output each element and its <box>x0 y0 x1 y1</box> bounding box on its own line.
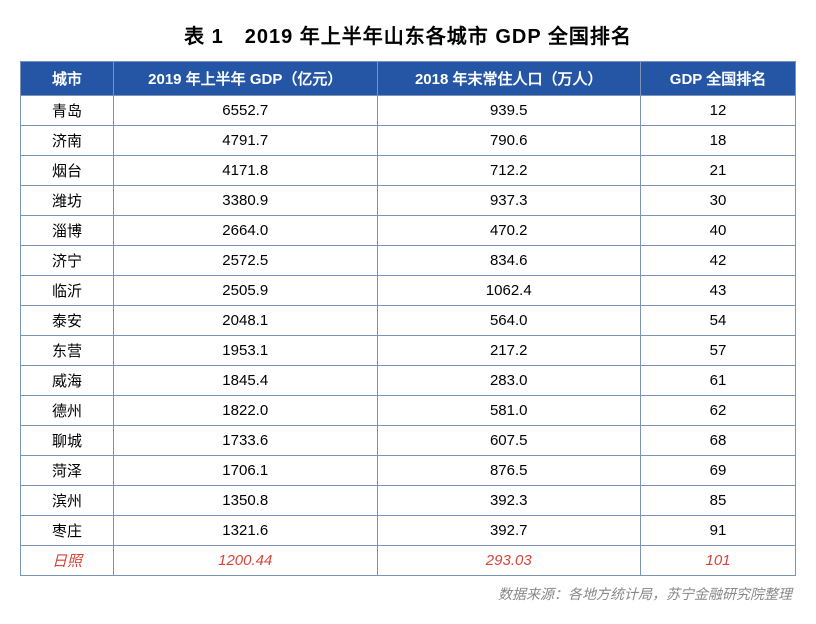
table-body: 青岛6552.7939.512济南4791.7790.618烟台4171.871… <box>21 96 796 576</box>
cell-pop: 607.5 <box>377 426 641 456</box>
cell-gdp: 1706.1 <box>114 456 378 486</box>
cell-city: 青岛 <box>21 96 114 126</box>
table-row: 威海1845.4283.061 <box>21 366 796 396</box>
cell-city: 菏泽 <box>21 456 114 486</box>
cell-pop: 876.5 <box>377 456 641 486</box>
cell-city: 临沂 <box>21 276 114 306</box>
cell-rank: 62 <box>641 396 796 426</box>
cell-pop: 283.0 <box>377 366 641 396</box>
table-row: 日照1200.44293.03101 <box>21 546 796 576</box>
table-row: 滨州1350.8392.385 <box>21 486 796 516</box>
cell-city: 聊城 <box>21 426 114 456</box>
cell-rank: 18 <box>641 126 796 156</box>
cell-gdp: 3380.9 <box>114 186 378 216</box>
cell-pop: 937.3 <box>377 186 641 216</box>
cell-pop: 564.0 <box>377 306 641 336</box>
cell-rank: 57 <box>641 336 796 366</box>
table-row: 潍坊3380.9937.330 <box>21 186 796 216</box>
table-row: 淄博2664.0470.240 <box>21 216 796 246</box>
table-row: 枣庄1321.6392.791 <box>21 516 796 546</box>
cell-gdp: 1845.4 <box>114 366 378 396</box>
table-row: 菏泽1706.1876.569 <box>21 456 796 486</box>
cell-rank: 43 <box>641 276 796 306</box>
cell-gdp: 1822.0 <box>114 396 378 426</box>
cell-pop: 392.7 <box>377 516 641 546</box>
cell-city: 滨州 <box>21 486 114 516</box>
cell-gdp: 2048.1 <box>114 306 378 336</box>
table-row: 德州1822.0581.062 <box>21 396 796 426</box>
cell-pop: 392.3 <box>377 486 641 516</box>
cell-city: 东营 <box>21 336 114 366</box>
cell-pop: 581.0 <box>377 396 641 426</box>
cell-rank: 12 <box>641 96 796 126</box>
cell-city: 日照 <box>21 546 114 576</box>
col-header-0: 城市 <box>21 62 114 96</box>
cell-pop: 217.2 <box>377 336 641 366</box>
table-row: 济宁2572.5834.642 <box>21 246 796 276</box>
cell-city: 济南 <box>21 126 114 156</box>
cell-gdp: 1350.8 <box>114 486 378 516</box>
cell-rank: 42 <box>641 246 796 276</box>
cell-rank: 68 <box>641 426 796 456</box>
table-row: 烟台4171.8712.221 <box>21 156 796 186</box>
cell-city: 威海 <box>21 366 114 396</box>
table-row: 东营1953.1217.257 <box>21 336 796 366</box>
cell-gdp: 1321.6 <box>114 516 378 546</box>
cell-gdp: 2664.0 <box>114 216 378 246</box>
cell-gdp: 2505.9 <box>114 276 378 306</box>
table-row: 泰安2048.1564.054 <box>21 306 796 336</box>
cell-gdp: 4791.7 <box>114 126 378 156</box>
cell-gdp: 2572.5 <box>114 246 378 276</box>
table-header-row: 城市2019 年上半年 GDP（亿元）2018 年末常住人口（万人）GDP 全国… <box>21 62 796 96</box>
gdp-table: 城市2019 年上半年 GDP（亿元）2018 年末常住人口（万人）GDP 全国… <box>20 61 796 576</box>
cell-pop: 470.2 <box>377 216 641 246</box>
col-header-2: 2018 年末常住人口（万人） <box>377 62 641 96</box>
cell-city: 泰安 <box>21 306 114 336</box>
cell-rank: 30 <box>641 186 796 216</box>
table-row: 聊城1733.6607.568 <box>21 426 796 456</box>
cell-pop: 834.6 <box>377 246 641 276</box>
cell-rank: 21 <box>641 156 796 186</box>
table-row: 青岛6552.7939.512 <box>21 96 796 126</box>
cell-gdp: 1733.6 <box>114 426 378 456</box>
col-header-1: 2019 年上半年 GDP（亿元） <box>114 62 378 96</box>
table-row: 临沂2505.91062.443 <box>21 276 796 306</box>
table-title: 表 1 2019 年上半年山东各城市 GDP 全国排名 <box>20 20 796 49</box>
cell-gdp: 6552.7 <box>114 96 378 126</box>
cell-city: 淄博 <box>21 216 114 246</box>
cell-city: 济宁 <box>21 246 114 276</box>
cell-rank: 40 <box>641 216 796 246</box>
table-row: 济南4791.7790.618 <box>21 126 796 156</box>
cell-pop: 790.6 <box>377 126 641 156</box>
cell-gdp: 1953.1 <box>114 336 378 366</box>
cell-gdp: 4171.8 <box>114 156 378 186</box>
cell-city: 烟台 <box>21 156 114 186</box>
cell-pop: 939.5 <box>377 96 641 126</box>
cell-rank: 91 <box>641 516 796 546</box>
cell-pop: 712.2 <box>377 156 641 186</box>
cell-rank: 85 <box>641 486 796 516</box>
data-source: 数据来源：各地方统计局，苏宁金融研究院整理 <box>20 584 796 604</box>
cell-gdp: 1200.44 <box>114 546 378 576</box>
cell-rank: 69 <box>641 456 796 486</box>
cell-rank: 54 <box>641 306 796 336</box>
cell-city: 潍坊 <box>21 186 114 216</box>
cell-city: 德州 <box>21 396 114 426</box>
cell-pop: 293.03 <box>377 546 641 576</box>
cell-pop: 1062.4 <box>377 276 641 306</box>
cell-rank: 101 <box>641 546 796 576</box>
col-header-3: GDP 全国排名 <box>641 62 796 96</box>
cell-city: 枣庄 <box>21 516 114 546</box>
cell-rank: 61 <box>641 366 796 396</box>
